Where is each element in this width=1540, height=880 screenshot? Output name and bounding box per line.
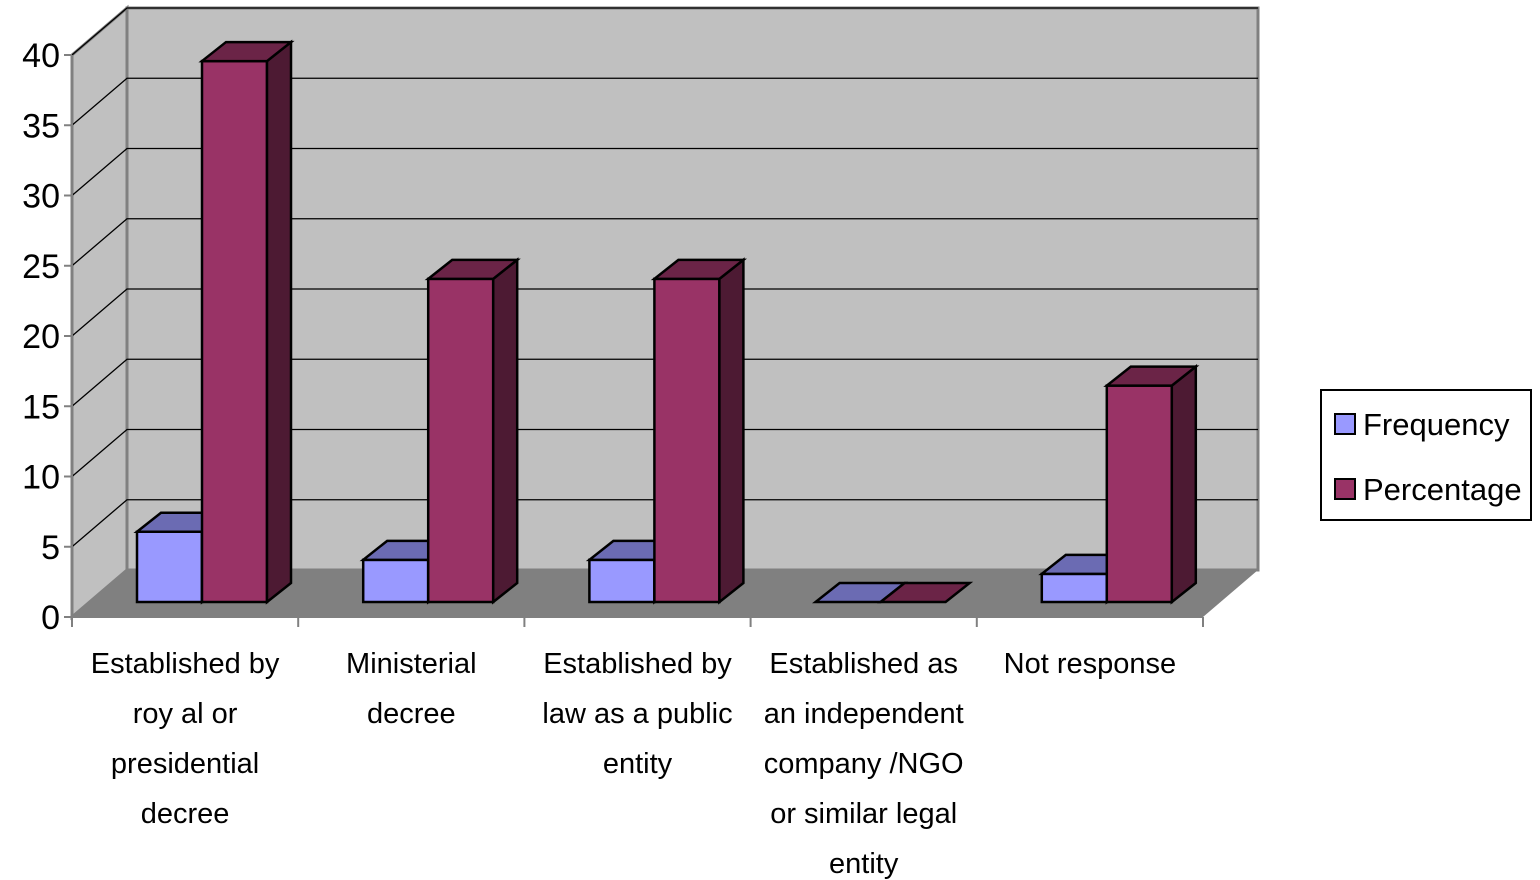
x-category-label-4: Not response [1004, 648, 1177, 680]
bar-percentage-2 [650, 257, 747, 605]
x-category-label-line: entity [603, 748, 673, 780]
legend-label-percentage: Percentage [1363, 472, 1522, 507]
gridline [71, 7, 1258, 56]
bar-percentage-1 [424, 257, 521, 605]
x-category-label-0: Established by roy al or presidential decre… [91, 648, 280, 830]
x-category-label-line: presidential [111, 748, 259, 780]
x-category-label-line: roy al or [133, 698, 238, 730]
bar-side [491, 257, 519, 605]
y-tick-label: 5 [41, 529, 60, 567]
gridlines [71, 7, 1258, 548]
y-tick-label: 40 [22, 37, 60, 75]
legend-swatch-frequency [1334, 413, 1356, 435]
y-tick-label: 35 [22, 107, 60, 145]
bar-percentage-0 [198, 39, 295, 605]
gridline [71, 288, 1258, 337]
bar-side [1170, 364, 1198, 605]
bar-front [200, 59, 269, 604]
gridline [71, 428, 1258, 477]
bar-top [877, 581, 974, 604]
bar-top [198, 40, 295, 63]
gridline [71, 218, 1258, 267]
x-category-label-line: company /NGO [764, 748, 964, 780]
bar-percentage-3 [877, 581, 974, 604]
bar-front [653, 277, 721, 604]
y-tick-label: 25 [22, 248, 60, 286]
gridline [71, 358, 1258, 407]
legend-label-frequency: Frequency [1363, 407, 1510, 442]
bar-side [265, 39, 293, 605]
gridline [71, 499, 1258, 548]
gridline [71, 77, 1258, 126]
x-category-label-2: Established by law as a public entity [542, 648, 732, 780]
x-category-label-line: Established as [769, 648, 958, 680]
bar-side [718, 257, 745, 605]
x-category-label-1: Ministerial decree [346, 648, 477, 730]
x-axis-labels: Established by roy al or presidential decre… [91, 648, 1176, 880]
x-category-label-line: Ministerial [346, 648, 477, 680]
bars [133, 39, 1200, 605]
x-category-label-3: Established as an independent company /NGO… [764, 648, 964, 880]
y-tick-label: 30 [22, 178, 60, 216]
y-tick-label: 15 [22, 388, 60, 426]
y-tick-label: 10 [22, 459, 60, 497]
x-category-label-line: entity [829, 848, 899, 880]
y-tick-label: 20 [22, 318, 60, 356]
bar-top [650, 258, 747, 281]
x-category-label-line: Established by [91, 648, 280, 680]
legend-swatch-percentage [1334, 478, 1356, 500]
bar-top [1103, 365, 1200, 387]
x-category-label-line: law as a public [542, 698, 732, 730]
bar-front [361, 558, 430, 604]
x-category-label-line: decree [141, 798, 230, 830]
y-axis-ticks: 0 5 10 15 20 25 30 35 40 [22, 37, 72, 637]
x-category-label-line: decree [367, 698, 456, 730]
x-category-label-line: an independent [764, 698, 964, 730]
bar-percentage-4 [1103, 364, 1200, 605]
bar-top [424, 258, 521, 281]
x-category-label-line: Not response [1004, 648, 1177, 680]
gridline [71, 147, 1258, 196]
x-category-label-line: Established by [543, 648, 732, 680]
bar-front [1040, 572, 1109, 604]
bar-front [1105, 384, 1174, 604]
bar-front [588, 558, 656, 604]
y-tick-label: 0 [41, 599, 60, 637]
bar-front [135, 530, 204, 604]
x-category-label-line: or similar legal [770, 798, 957, 830]
bar-front [426, 277, 495, 604]
legend: Frequency Percentage [1320, 389, 1532, 521]
